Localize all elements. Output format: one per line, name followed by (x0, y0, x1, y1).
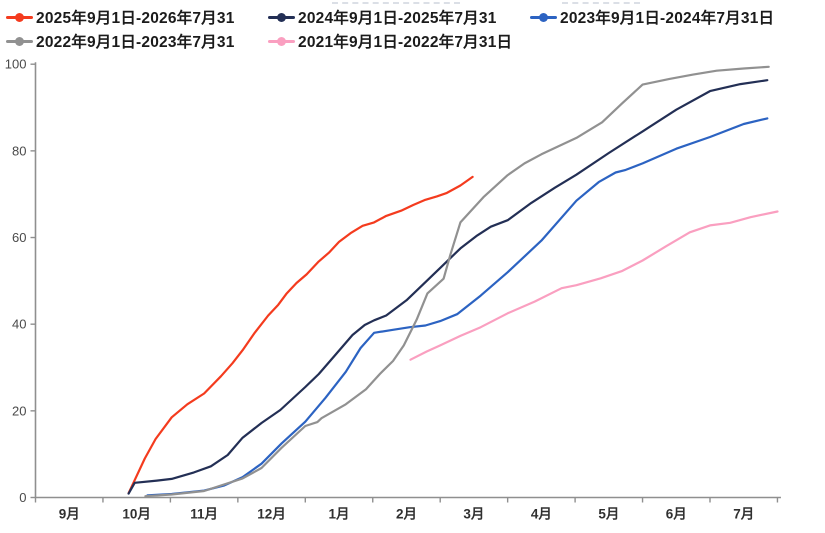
legend-label: 2021年9月1日-2022年7月31日 (298, 34, 513, 51)
x-axis-label: 6月 (666, 507, 687, 522)
y-axis-label: 0 (19, 490, 26, 505)
y-axis-label: 60 (12, 230, 26, 245)
legend-label: 2025年9月1日-2026年7月31 (36, 10, 235, 27)
series-line-3 (144, 65, 770, 498)
legend: 2025年9月1日-2026年7月31 2024年9月1日-2025年7月31 … (6, 5, 822, 53)
y-axis-label: 40 (12, 317, 26, 332)
legend-item-2023-2024: 2023年9月1日-2024年7月31日 (530, 5, 822, 29)
legend-item-2021-2022: 2021年9月1日-2022年7月31日 (268, 29, 512, 53)
legend-marker-navy-line-dot-icon (268, 12, 295, 22)
x-axis-label: 3月 (463, 507, 484, 522)
legend-label: 2022年9月1日-2023年7月31 (36, 34, 235, 51)
legend-item-2022-2023: 2022年9月1日-2023年7月31 (6, 29, 268, 53)
y-axis-label: 20 (12, 403, 26, 418)
series-line-0 (127, 175, 474, 495)
x-axis-label: 11月 (190, 507, 218, 522)
legend-marker-pink-line-dot-icon (268, 36, 295, 46)
x-axis-label: 12月 (257, 507, 286, 522)
y-axis-label: 100 (5, 57, 27, 72)
cropped-text-artifact (562, 2, 640, 4)
legend-marker-blue-line-dot-icon (530, 12, 557, 22)
legend-marker-gray-line-dot-icon (6, 36, 33, 46)
x-axis-label: 7月 (733, 507, 754, 522)
x-axis-label: 1月 (329, 507, 350, 522)
legend-marker-red-line-dot-icon (6, 12, 33, 22)
x-axis-label: 5月 (598, 507, 619, 522)
series-line-4 (409, 210, 779, 361)
x-axis-label: 2月 (396, 507, 417, 522)
legend-item-2024-2025: 2024年9月1日-2025年7月31 (268, 5, 530, 29)
axes (34, 62, 781, 499)
series-line-2 (146, 117, 769, 497)
legend-label: 2024年9月1日-2025年7月31 (298, 10, 497, 27)
y-axis-label: 80 (12, 143, 26, 158)
legend-label: 2023年9月1日-2024年7月31日 (560, 10, 775, 27)
x-axis-label: 4月 (531, 507, 552, 522)
x-axis-label: 9月 (59, 507, 80, 522)
x-axis-label: 10月 (122, 507, 151, 522)
legend-item-2025-2026: 2025年9月1日-2026年7月31 (6, 5, 268, 29)
cropped-text-artifact (332, 2, 460, 4)
series-line-1 (127, 79, 769, 495)
